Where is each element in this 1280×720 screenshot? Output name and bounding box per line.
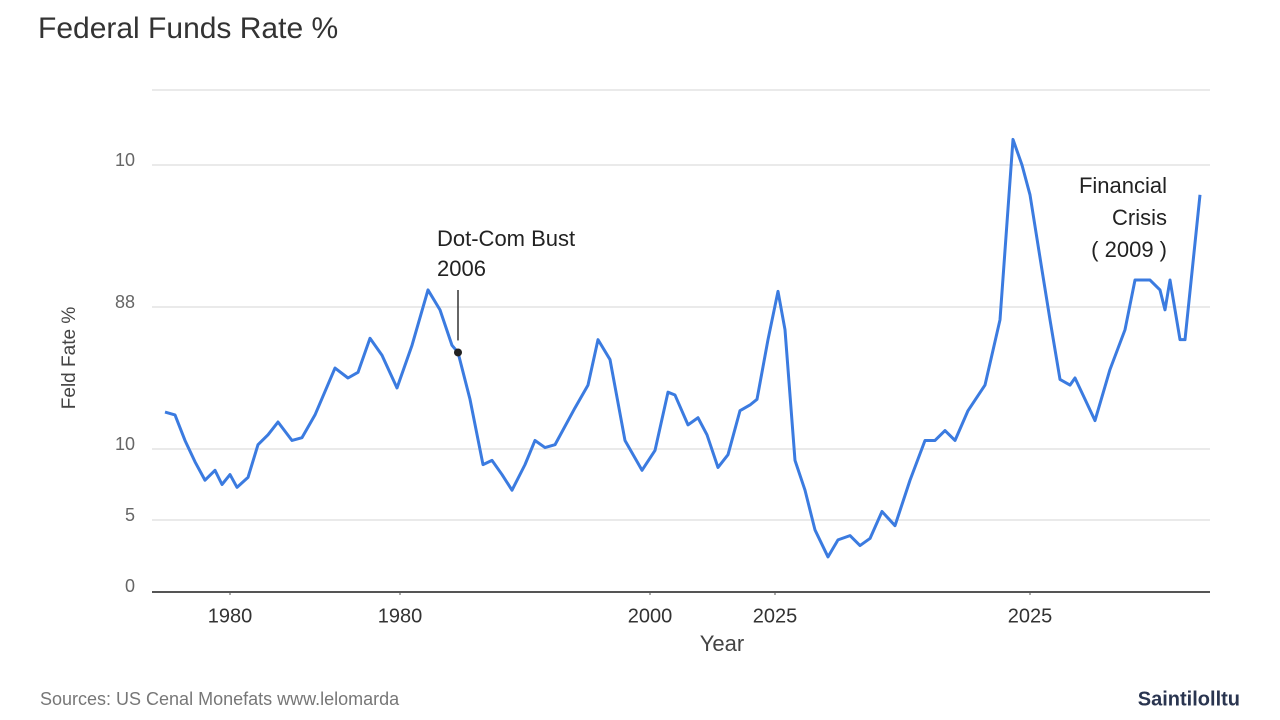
x-tick-label: 1980 bbox=[208, 605, 253, 627]
x-axis-label: Year bbox=[700, 631, 744, 656]
y-tick-label: 0 bbox=[125, 576, 135, 596]
line bbox=[164, 137, 1202, 559]
y-axis-label: Feld Fate % bbox=[59, 307, 80, 410]
annotation-text: 2006 bbox=[437, 256, 486, 281]
chart-title: Federal Funds Rate % bbox=[38, 12, 338, 45]
annotation-text: Crisis bbox=[1112, 205, 1167, 230]
x-tick-label: 2025 bbox=[753, 605, 798, 627]
y-tick-label: 5 bbox=[125, 505, 135, 525]
y-tick-label: 10 bbox=[115, 150, 135, 170]
annotation-text: Dot-Com Bust bbox=[437, 226, 575, 251]
brand: Saintilolltu bbox=[1138, 688, 1240, 710]
y-tick-label: 88 bbox=[115, 292, 135, 312]
x-tick-label: 1980 bbox=[378, 605, 423, 627]
annotation-text: Financial bbox=[1079, 173, 1167, 198]
annotation-text: ( 2009 ) bbox=[1091, 237, 1167, 262]
x-tick-label: 2000 bbox=[628, 605, 673, 627]
x-tick-label: 2025 bbox=[1008, 605, 1053, 627]
annotation-point bbox=[454, 348, 462, 357]
source-note: Sources: US Cenal Monefats www.lelomarda bbox=[40, 689, 400, 709]
y-tick-label: 10 bbox=[115, 434, 135, 454]
